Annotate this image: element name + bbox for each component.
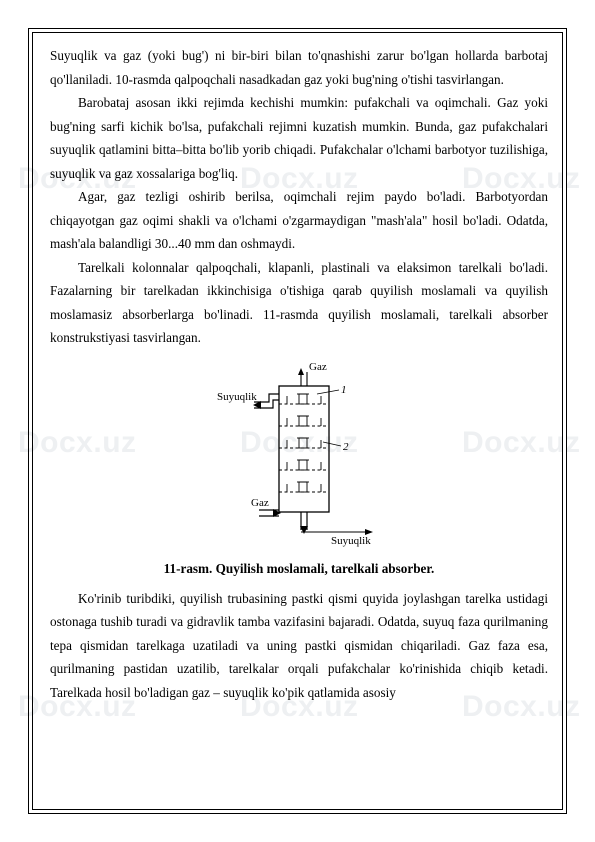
- page-content: Suyuqlik va gaz (yoki bug') ni bir-biri …: [50, 44, 548, 704]
- label-gas-top: Gaz: [309, 361, 327, 373]
- paragraph-2: Barobataj asosan ikki rejimda kechishi m…: [50, 91, 548, 185]
- label-liquid-out: Suyuqlik: [331, 535, 371, 547]
- paragraph-3: Agar, gaz tezligi oshirib berilsa, oqimc…: [50, 185, 548, 256]
- trays: [279, 394, 329, 492]
- absorber-diagram: Gaz: [199, 360, 399, 550]
- figure-wrap: Gaz: [50, 360, 548, 555]
- paragraph-5: Ko'rinib turibdiki, quyilish trubasining…: [50, 587, 548, 705]
- pointer-2: 2: [343, 441, 349, 453]
- pointer-1: 1: [341, 384, 347, 396]
- column-body: [279, 386, 329, 512]
- label-gas-in: Gaz: [251, 497, 269, 509]
- paragraph-1: Suyuqlik va gaz (yoki bug') ni bir-biri …: [50, 44, 548, 91]
- label-liquid-in: Suyuqlik: [217, 391, 257, 403]
- paragraph-4: Tarelkali kolonnalar qalpoqchali, klapan…: [50, 256, 548, 350]
- figure-caption: 11-rasm. Quyilish moslamali, tarelkali a…: [50, 561, 548, 577]
